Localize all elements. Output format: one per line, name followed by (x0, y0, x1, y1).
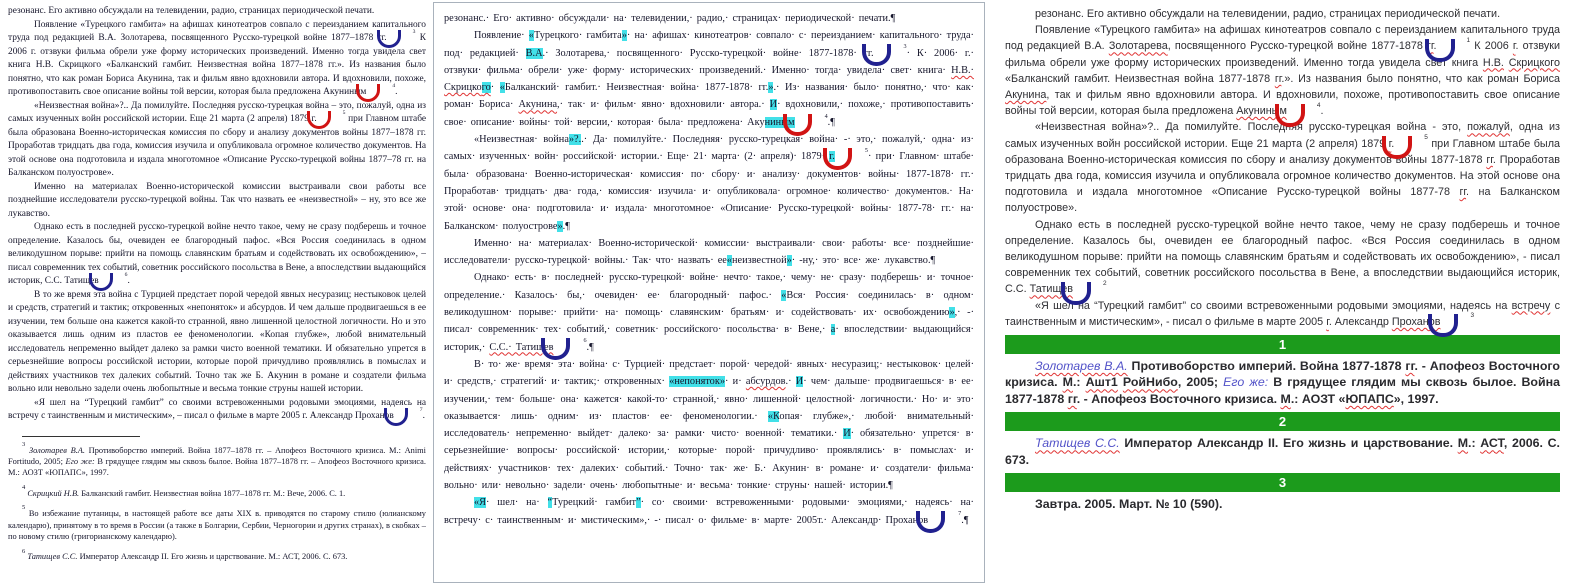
paragraph: Появление· «Турецкого· гамбита»· на· афи… (444, 30, 975, 136)
paragraph: Однако есть в последней русско-турецкой … (8, 222, 426, 292)
paragraph: резонанс. Его активно обсуждали на телев… (8, 6, 375, 16)
paragraph: Однако· есть· в· последней· русско-турец… (444, 272, 974, 361)
section-reference-text: Завтра. 2005. Март. № 10 (590). (1035, 497, 1223, 512)
paragraph: «Неизвестная война»?.. Да помилуйте. Пос… (8, 100, 426, 179)
author-link[interactable]: Татищев С.С. (1035, 436, 1120, 451)
footnote: 5 Во избежание путаницы, в настоящей раб… (8, 504, 426, 541)
paragraph: Однако есть в последней русско-турецкой … (1005, 218, 1560, 305)
left-paragraphs: резонанс. Его активно обсуждали на телев… (8, 5, 426, 427)
footnote: 3 Золотарев В.А. Противоборство империй.… (8, 440, 426, 478)
paragraph: Именно на материалах Военно-исторической… (8, 181, 426, 219)
author-link[interactable]: Его же: (1223, 375, 1269, 390)
panel-original-document: резонанс. Его активно обсуждали на телев… (0, 0, 433, 583)
panel-recognized-text: резонанс. Его активно обсуждали на телев… (985, 0, 1570, 583)
paragraph: В· то· же· время· эта· война· с· Турцией… (444, 358, 974, 492)
paragraph: резонанс. Его активно обсуждали на телев… (1035, 8, 1501, 20)
right-paragraphs: резонанс. Его активно обсуждали на телев… (1005, 6, 1561, 338)
paragraph: «Неизвестная· война»?..· Да· помилуйте.·… (444, 134, 974, 232)
panel-ocr-formatting-marks: резонанс.· Его· активно· обсуждали· на· … (433, 2, 985, 583)
paragraph: Появление «Турецкого гамбита» на афишах … (8, 19, 426, 103)
section-reference-text: Татищев С.С. Император Александр II. Его… (1005, 436, 1560, 467)
right-sections: 1 Золотарев В.А. Противоборство империй. … (1005, 335, 1560, 512)
footnote-separator (22, 435, 140, 437)
paragraph: «Я шел на “Турецкий гамбит” со своими вс… (1005, 299, 1560, 338)
paragraph: «Я· шел· на· “Турецкий· гамбит”· со· сво… (444, 497, 974, 534)
section-reference-text: Золотарев В.А. Противоборство империй. В… (1005, 359, 1560, 406)
section-number-bar: 3 (1005, 473, 1560, 493)
section-number-bar: 2 (1005, 412, 1560, 432)
paragraph: «Неизвестная война»?.. Да помилуйте. Пос… (1005, 121, 1560, 215)
paragraph: Именно· на· материалах· Военно-историчес… (444, 237, 974, 267)
section-number-bar: 1 (1005, 335, 1560, 355)
paragraph: «Я шел на “Турецкий гамбит” со своими вс… (8, 397, 426, 427)
paragraph: В то же время эта война с Турцией предст… (8, 289, 426, 395)
paragraph: Появление «Турецкого гамбита» на афишах … (1005, 24, 1561, 127)
footnote: 6 Татищев С.С. Император Александр II. Е… (22, 547, 348, 562)
middle-paragraphs: резонанс.· Его· активно· обсуждали· на· … (444, 10, 975, 534)
paragraph: резонанс.· Его· активно· обсуждали· на· … (444, 13, 896, 24)
author-link[interactable]: Золотарев В.А. (1035, 359, 1128, 374)
footnote: 4 Скрицкий Н.В. Балканский гамбит. Неизв… (22, 484, 346, 498)
left-footnotes: 3 Золотарев В.А. Противоборство империй.… (8, 440, 426, 563)
